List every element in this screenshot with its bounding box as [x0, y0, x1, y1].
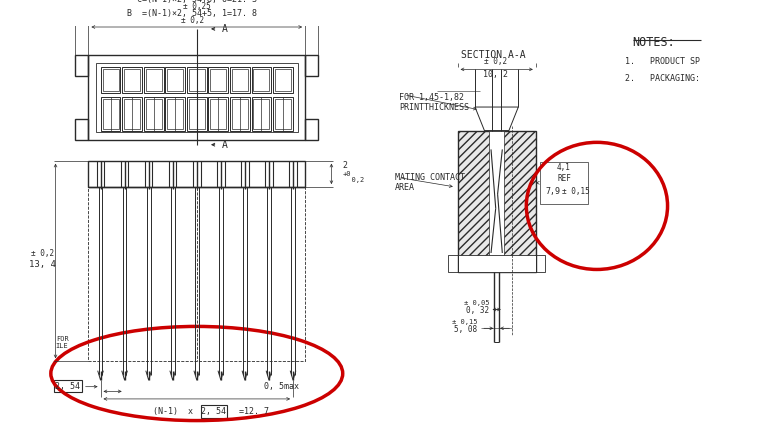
Text: ± 0,2: ± 0,2 — [31, 249, 54, 258]
Text: 2, 54: 2, 54 — [201, 407, 226, 416]
Bar — [100, 97, 121, 131]
Text: A: A — [222, 140, 228, 150]
Bar — [209, 67, 228, 93]
Bar — [189, 99, 205, 129]
Bar — [88, 161, 305, 187]
Text: FOR
ILE: FOR ILE — [56, 336, 69, 349]
Bar — [187, 67, 206, 93]
Bar — [254, 99, 269, 129]
Bar — [122, 67, 142, 93]
Bar — [75, 119, 88, 140]
Bar — [305, 55, 318, 76]
Bar — [210, 70, 226, 91]
Text: =12. 7: =12. 7 — [239, 407, 269, 416]
Bar — [96, 63, 298, 132]
Text: (N-1)  x: (N-1) x — [153, 407, 193, 416]
Bar — [189, 70, 205, 91]
Bar — [230, 67, 250, 93]
Bar — [167, 70, 183, 91]
Bar — [275, 70, 291, 91]
Bar — [489, 131, 504, 272]
Text: NOTES:: NOTES: — [633, 37, 676, 50]
Text: 2.   PACKAGING:: 2. PACKAGING: — [625, 74, 700, 83]
Bar — [200, 405, 227, 418]
Bar — [254, 70, 269, 91]
Bar — [251, 97, 271, 131]
Text: ± 0,2: ± 0,2 — [484, 58, 507, 66]
Text: 2, 54: 2, 54 — [56, 382, 80, 391]
Bar — [536, 255, 545, 272]
Bar — [210, 99, 226, 129]
Text: 13, 4: 13, 4 — [29, 260, 56, 269]
Bar — [122, 97, 142, 131]
Text: B  =(N-1)×2, 54+5, 1=17. 8: B =(N-1)×2, 54+5, 1=17. 8 — [127, 9, 257, 18]
Bar — [103, 70, 118, 91]
Text: 10, 2: 10, 2 — [483, 70, 508, 79]
Text: 7,9: 7,9 — [545, 187, 560, 196]
Bar — [144, 67, 164, 93]
Bar — [251, 67, 271, 93]
Text: ± 0,05: ± 0,05 — [464, 300, 489, 306]
Bar — [144, 97, 164, 131]
Text: +0: +0 — [342, 171, 351, 177]
Bar — [88, 55, 305, 140]
Bar — [448, 255, 458, 272]
Bar — [165, 97, 185, 131]
Bar — [167, 99, 183, 129]
Text: ± 0,15: ± 0,15 — [452, 319, 478, 325]
Bar — [209, 97, 228, 131]
Bar — [146, 99, 162, 129]
Text: C=(N-1)×2, 54+8, 6=21. 3: C=(N-1)×2, 54+8, 6=21. 3 — [137, 0, 257, 4]
Text: MATING CONTACT
AREA: MATING CONTACT AREA — [394, 173, 465, 192]
Text: ± 0,15: ± 0,15 — [562, 187, 590, 196]
Text: 0, 5max: 0, 5max — [264, 382, 299, 391]
Bar — [458, 131, 536, 272]
Text: 0, 32: 0, 32 — [466, 306, 489, 315]
Bar — [100, 67, 121, 93]
Bar — [146, 70, 162, 91]
Bar — [230, 97, 250, 131]
Bar — [232, 99, 248, 129]
Bar — [273, 97, 293, 131]
Text: 4,1
REF: 4,1 REF — [557, 163, 571, 183]
Bar — [305, 119, 318, 140]
Text: 0,2: 0,2 — [342, 178, 364, 183]
Text: 2: 2 — [342, 161, 348, 170]
Bar — [124, 70, 140, 91]
Text: 5, 08: 5, 08 — [455, 325, 478, 334]
Text: A: A — [222, 24, 228, 34]
Text: SECTION A-A: SECTION A-A — [461, 50, 526, 60]
Bar — [53, 380, 82, 392]
Bar — [124, 99, 140, 129]
Bar — [75, 55, 88, 76]
Bar — [458, 255, 536, 272]
Bar — [273, 67, 293, 93]
Bar — [232, 70, 248, 91]
Text: ± 0,2: ± 0,2 — [181, 16, 203, 25]
Bar — [540, 161, 587, 204]
Bar — [165, 67, 185, 93]
Bar — [275, 99, 291, 129]
Bar — [103, 99, 118, 129]
Text: ± 0,25: ± 0,25 — [183, 2, 211, 11]
Text: FOR 1,45-1,82
PRINTTHICKNESS: FOR 1,45-1,82 PRINTTHICKNESS — [399, 93, 469, 112]
Text: 1.   PRODUCT SP: 1. PRODUCT SP — [625, 57, 700, 66]
Bar — [187, 97, 206, 131]
Bar — [88, 187, 305, 361]
